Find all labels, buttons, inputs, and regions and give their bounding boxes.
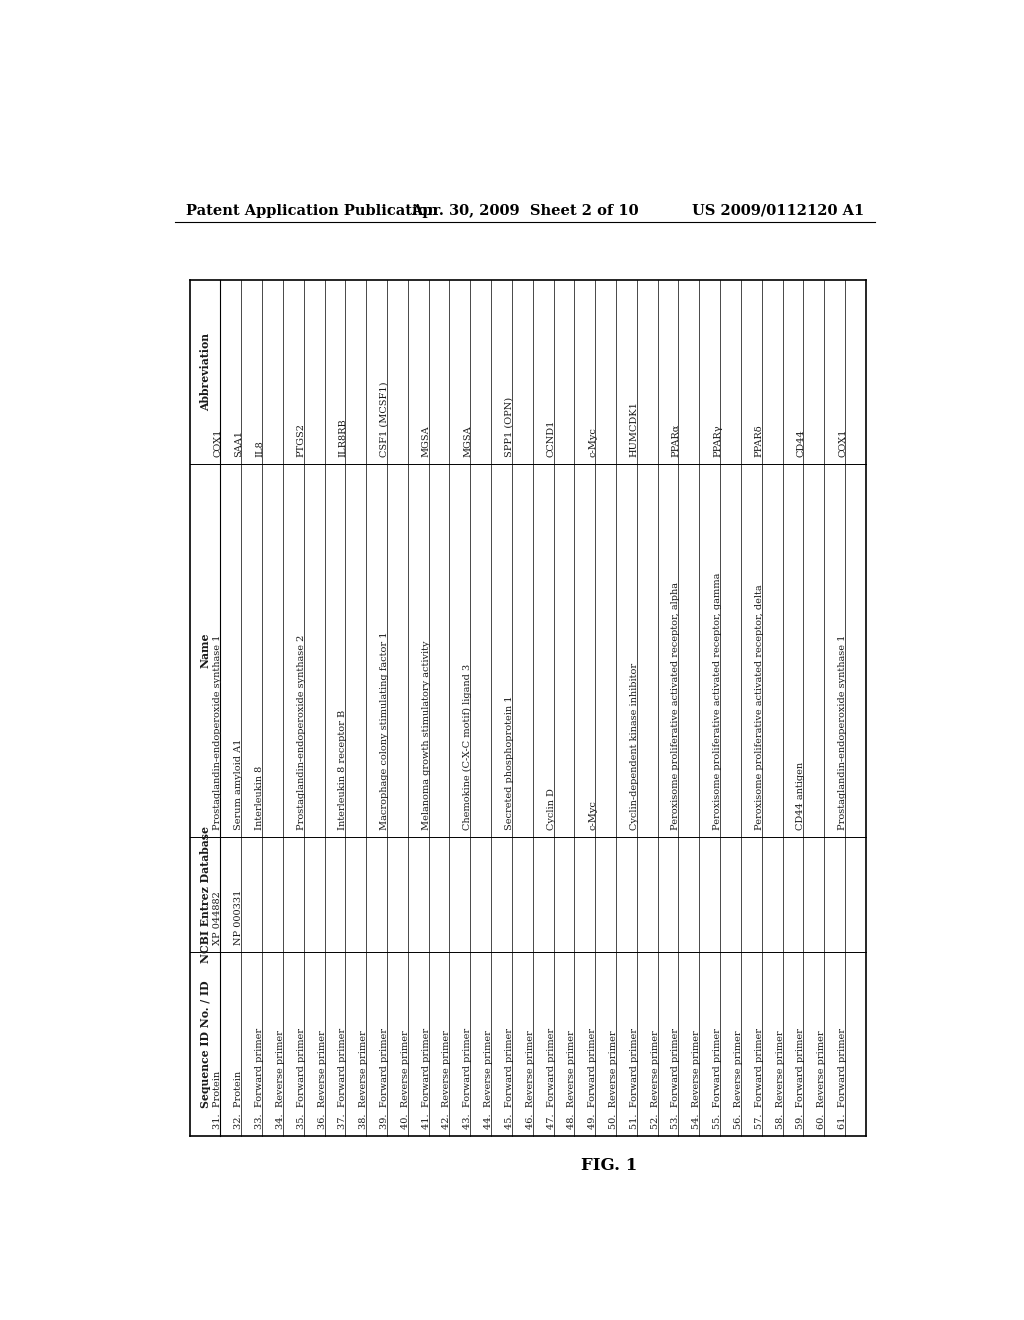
Text: 43.  Forward primer: 43. Forward primer — [463, 1028, 472, 1130]
Text: US 2009/0112120 A1: US 2009/0112120 A1 — [692, 203, 864, 218]
Text: 46.  Reverse primer: 46. Reverse primer — [525, 1031, 535, 1130]
Text: 33.  Forward primer: 33. Forward primer — [255, 1028, 264, 1130]
Text: HUMCDK1: HUMCDK1 — [630, 401, 639, 457]
Text: Patent Application Publication: Patent Application Publication — [186, 203, 438, 218]
Text: 34.  Reverse primer: 34. Reverse primer — [275, 1031, 285, 1130]
Text: Prostaglandin-endoperoxide synthase 1: Prostaglandin-endoperoxide synthase 1 — [838, 635, 847, 830]
Text: NCBI Entrez Database: NCBI Entrez Database — [200, 826, 211, 962]
Text: Secreted phosphoprotein 1: Secreted phosphoprotein 1 — [505, 696, 514, 830]
Text: SAA1: SAA1 — [234, 430, 244, 457]
Text: 31.  Protein: 31. Protein — [213, 1072, 222, 1130]
Text: 47.  Forward primer: 47. Forward primer — [547, 1028, 556, 1130]
Text: ILR8RB: ILR8RB — [338, 418, 347, 457]
Text: NP 000331: NP 000331 — [234, 890, 244, 945]
Text: FIG. 1: FIG. 1 — [581, 1158, 637, 1173]
Text: CD44 antigen: CD44 antigen — [797, 762, 805, 830]
Text: 55.  Forward primer: 55. Forward primer — [713, 1028, 722, 1130]
Text: Prostaglandin-endoperoxide synthase 1: Prostaglandin-endoperoxide synthase 1 — [213, 635, 222, 830]
Text: Serum amyloid A1: Serum amyloid A1 — [234, 738, 244, 830]
Text: PPARδ: PPARδ — [755, 425, 764, 457]
Text: XP 044882: XP 044882 — [213, 891, 222, 945]
Text: Melanoma growth stimulatory activity: Melanoma growth stimulatory activity — [422, 640, 431, 830]
Text: CSF1 (MCSF1): CSF1 (MCSF1) — [380, 381, 389, 457]
Text: Apr. 30, 2009  Sheet 2 of 10: Apr. 30, 2009 Sheet 2 of 10 — [411, 203, 639, 218]
Text: SPP1 (OPN): SPP1 (OPN) — [505, 397, 514, 457]
Text: MGSA: MGSA — [422, 425, 431, 457]
Text: 37.  Forward primer: 37. Forward primer — [338, 1028, 347, 1130]
Text: 39.  Forward primer: 39. Forward primer — [380, 1028, 389, 1130]
Text: 54.  Reverse primer: 54. Reverse primer — [692, 1031, 701, 1130]
Text: CD44: CD44 — [797, 429, 805, 457]
Text: 42.  Reverse primer: 42. Reverse primer — [442, 1031, 452, 1130]
Text: 51.  Forward primer: 51. Forward primer — [630, 1028, 639, 1130]
Text: 61.  Forward primer: 61. Forward primer — [838, 1028, 847, 1130]
Text: 36.  Reverse primer: 36. Reverse primer — [317, 1031, 327, 1130]
Text: 57.  Forward primer: 57. Forward primer — [755, 1028, 764, 1130]
Text: Peroxisome proliferative activated receptor, delta: Peroxisome proliferative activated recep… — [755, 585, 764, 830]
Text: Name: Name — [200, 632, 211, 668]
Text: 59.  Forward primer: 59. Forward primer — [797, 1028, 805, 1130]
Text: 52.  Reverse primer: 52. Reverse primer — [650, 1031, 659, 1130]
Text: 58.  Reverse primer: 58. Reverse primer — [775, 1031, 784, 1130]
Text: c-Myc: c-Myc — [588, 800, 597, 830]
Text: Cyclin-dependent kinase inhibitor: Cyclin-dependent kinase inhibitor — [630, 663, 639, 830]
Text: Sequence ID No. / ID: Sequence ID No. / ID — [200, 981, 211, 1107]
Text: 53.  Forward primer: 53. Forward primer — [672, 1028, 681, 1130]
Text: 60.  Reverse primer: 60. Reverse primer — [817, 1031, 826, 1130]
Text: IL8: IL8 — [255, 441, 264, 457]
Text: 41.  Forward primer: 41. Forward primer — [422, 1028, 431, 1130]
Text: PPARα: PPARα — [672, 424, 681, 457]
Text: Chemokine (C-X-C motif) ligand 3: Chemokine (C-X-C motif) ligand 3 — [463, 664, 472, 830]
Text: 48.  Reverse primer: 48. Reverse primer — [567, 1031, 577, 1130]
Text: Abbreviation: Abbreviation — [200, 333, 211, 411]
Text: PTGS2: PTGS2 — [297, 424, 306, 457]
Text: 38.  Reverse primer: 38. Reverse primer — [359, 1031, 369, 1130]
Text: PPARγ: PPARγ — [713, 425, 722, 457]
Text: COX1: COX1 — [213, 429, 222, 457]
Text: CCND1: CCND1 — [547, 420, 556, 457]
Text: 40.  Reverse primer: 40. Reverse primer — [400, 1031, 410, 1130]
Text: Cyclin D: Cyclin D — [547, 788, 556, 830]
Text: Macrophage colony stimulating factor 1: Macrophage colony stimulating factor 1 — [380, 631, 389, 830]
Text: 44.  Reverse primer: 44. Reverse primer — [484, 1031, 494, 1130]
Text: Interleukin 8 receptor B: Interleukin 8 receptor B — [338, 710, 347, 830]
Text: 50.  Reverse primer: 50. Reverse primer — [609, 1031, 618, 1130]
Text: 45.  Forward primer: 45. Forward primer — [505, 1028, 514, 1130]
Text: Peroxisome proliferative activated receptor, alpha: Peroxisome proliferative activated recep… — [672, 582, 681, 830]
Text: MGSA: MGSA — [463, 425, 472, 457]
Text: 56.  Reverse primer: 56. Reverse primer — [734, 1031, 743, 1130]
Text: 49.  Forward primer: 49. Forward primer — [588, 1028, 597, 1130]
Text: Peroxisome proliferative activated receptor, gamma: Peroxisome proliferative activated recep… — [713, 573, 722, 830]
Text: c-Myc: c-Myc — [588, 428, 597, 457]
Text: 32.  Protein: 32. Protein — [234, 1072, 244, 1130]
Text: Interleukin 8: Interleukin 8 — [255, 766, 264, 830]
Text: Prostaglandin-endoperoxide synthase 2: Prostaglandin-endoperoxide synthase 2 — [297, 635, 306, 830]
Text: COX1: COX1 — [838, 429, 847, 457]
Text: 35.  Forward primer: 35. Forward primer — [297, 1028, 306, 1130]
